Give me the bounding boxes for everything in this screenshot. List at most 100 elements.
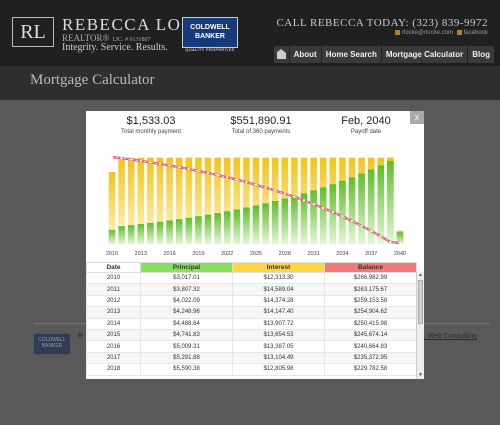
principal-bar[interactable] — [387, 160, 394, 244]
balance-point[interactable] — [312, 202, 315, 206]
principal-bar[interactable] — [291, 196, 298, 244]
interest-bar[interactable] — [175, 157, 183, 244]
facebook-link[interactable]: facebook — [463, 30, 488, 37]
balance-point[interactable] — [197, 169, 200, 172]
cell-interest: $12,313.30 — [232, 271, 325, 285]
principal-bar[interactable] — [118, 226, 125, 244]
balance-point[interactable] — [149, 161, 152, 164]
interest-bar[interactable] — [127, 157, 135, 244]
interest-bar[interactable] — [166, 157, 173, 244]
principal-bar[interactable] — [310, 190, 317, 244]
principal-bar[interactable] — [175, 219, 183, 244]
interest-bar[interactable] — [147, 157, 154, 244]
balance-point[interactable] — [360, 224, 363, 227]
principal-bar[interactable] — [319, 187, 327, 244]
balance-point[interactable] — [158, 162, 162, 165]
principal-bar[interactable] — [137, 224, 145, 244]
interest-bar[interactable] — [271, 157, 279, 244]
principal-bar[interactable] — [204, 214, 212, 244]
principal-bar[interactable] — [348, 177, 356, 244]
brand-logo[interactable]: RL — [12, 17, 54, 47]
interest-bar[interactable] — [233, 157, 241, 244]
nav-blog[interactable]: Blog — [468, 46, 494, 63]
principal-bar[interactable] — [108, 229, 116, 244]
balance-point[interactable] — [130, 158, 133, 161]
balance-point[interactable] — [264, 186, 267, 189]
principal-bar[interactable] — [214, 213, 221, 244]
interest-bar[interactable] — [137, 157, 145, 244]
balance-point[interactable] — [187, 167, 190, 171]
col-interest[interactable]: Interest — [232, 262, 325, 273]
email-link[interactable]: rlocke@rlocke.com — [401, 30, 453, 37]
balance-point[interactable] — [168, 164, 171, 167]
principal-bar[interactable] — [147, 222, 154, 244]
principal-bar[interactable] — [271, 201, 279, 244]
balance-point[interactable] — [283, 192, 286, 195]
principal-bar[interactable] — [262, 203, 269, 244]
principal-bar[interactable] — [281, 198, 289, 244]
principal-bar[interactable] — [396, 232, 404, 244]
balance-point[interactable] — [398, 241, 402, 245]
principal-bar[interactable] — [300, 193, 308, 244]
scroll-up-icon[interactable]: ▲ — [418, 272, 423, 278]
interest-bar[interactable] — [204, 157, 212, 244]
interest-bar[interactable] — [223, 157, 231, 244]
principal-bar[interactable] — [377, 165, 385, 244]
interest-bar[interactable] — [108, 172, 116, 244]
nav-about[interactable]: About — [289, 46, 321, 63]
balance-point[interactable] — [341, 215, 344, 218]
interest-bar[interactable] — [185, 157, 193, 244]
principal-bar[interactable] — [252, 205, 260, 244]
interest-bar[interactable] — [243, 157, 250, 244]
balance-point[interactable] — [293, 195, 296, 199]
scroll-down-icon[interactable]: ▼ — [418, 372, 423, 378]
balance-point[interactable] — [226, 176, 229, 179]
balance-point[interactable] — [331, 210, 334, 214]
balance-point[interactable] — [206, 171, 210, 174]
balance-point[interactable] — [235, 178, 238, 181]
balance-point[interactable] — [274, 189, 277, 192]
principal-bar[interactable] — [156, 221, 164, 244]
interest-bar[interactable] — [262, 157, 269, 244]
nav-mortgage-calculator[interactable]: Mortgage Calculator — [381, 46, 468, 63]
balance-point[interactable] — [178, 166, 181, 169]
cell-interest: $13,654.53 — [232, 328, 325, 342]
principal-bar[interactable] — [127, 225, 135, 244]
principal-bar[interactable] — [223, 211, 231, 244]
balance-point[interactable] — [370, 229, 373, 233]
balance-point[interactable] — [110, 155, 114, 159]
interest-bar[interactable] — [195, 157, 202, 244]
interest-bar[interactable] — [156, 157, 164, 244]
balance-point[interactable] — [350, 219, 354, 223]
scroll-thumb[interactable] — [418, 280, 423, 324]
principal-bar[interactable] — [329, 184, 337, 244]
balance-point[interactable] — [389, 240, 392, 244]
footer-web-credit[interactable]: L Web Consulting — [422, 333, 477, 340]
principal-bar[interactable] — [185, 217, 193, 244]
balance-point[interactable] — [302, 199, 306, 202]
home-icon[interactable] — [273, 46, 289, 63]
interest-bar[interactable] — [118, 157, 125, 244]
balance-point[interactable] — [216, 173, 219, 177]
balance-point[interactable] — [245, 181, 248, 184]
nav-home-search[interactable]: Home Search — [321, 46, 381, 63]
table-scrollbar[interactable]: ▲ ▼ — [416, 272, 424, 379]
principal-bar[interactable] — [166, 220, 173, 244]
principal-bar[interactable] — [367, 169, 375, 244]
interest-bar[interactable] — [214, 157, 221, 244]
col-date[interactable]: Date — [86, 262, 141, 273]
principal-bar[interactable] — [358, 173, 365, 244]
col-balance[interactable]: Balance — [324, 262, 417, 273]
balance-point[interactable] — [254, 183, 258, 186]
principal-bar[interactable] — [195, 216, 202, 244]
balance-point[interactable] — [379, 235, 382, 238]
principal-bar[interactable] — [243, 207, 250, 244]
close-icon[interactable]: x — [410, 111, 424, 124]
interest-bar[interactable] — [252, 157, 260, 244]
balance-point[interactable] — [139, 159, 142, 162]
balance-point[interactable] — [120, 157, 123, 160]
principal-bar[interactable] — [233, 209, 241, 244]
balance-point[interactable] — [322, 206, 325, 210]
principal-bar[interactable] — [339, 180, 346, 244]
col-principal[interactable]: Principal — [140, 262, 233, 273]
